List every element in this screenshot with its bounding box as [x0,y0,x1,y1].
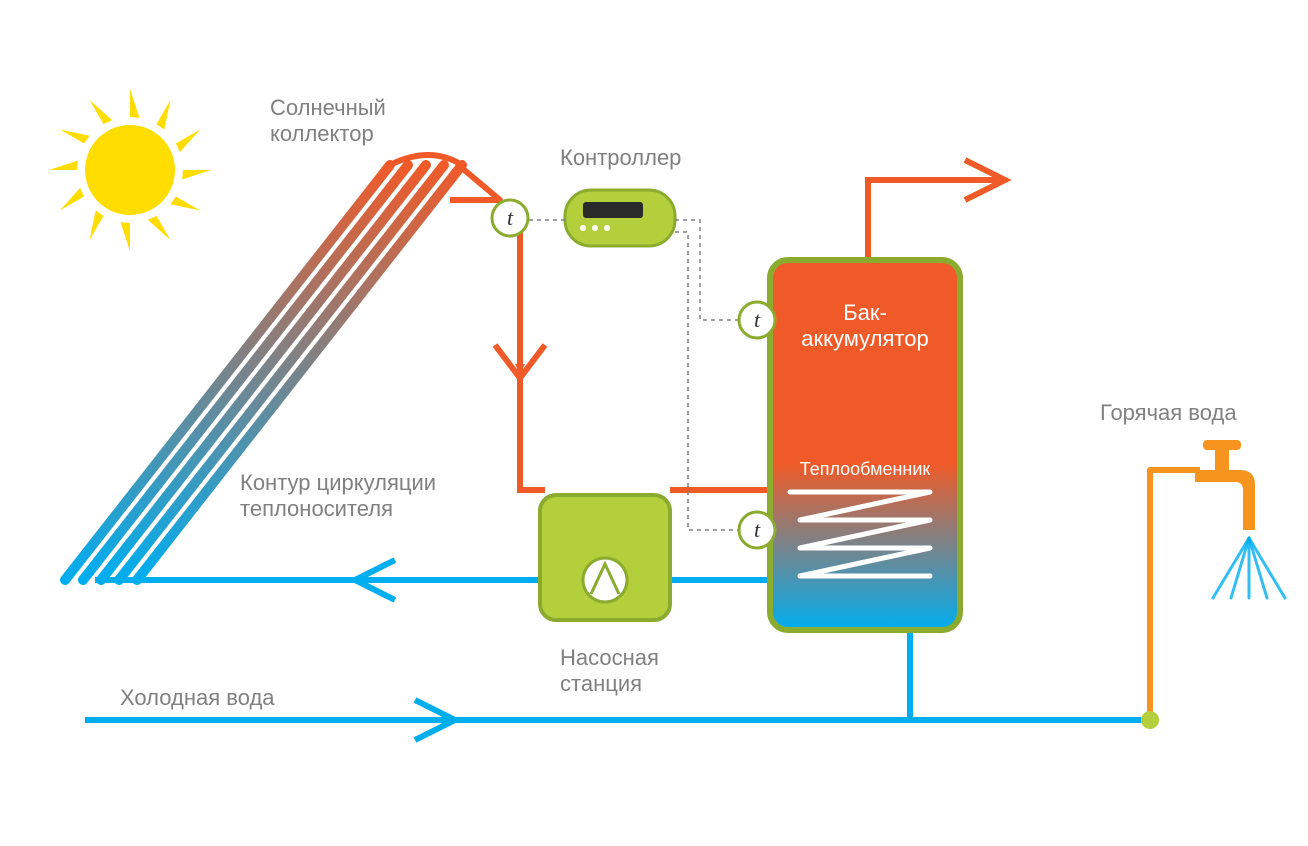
pump-label: Насосная [560,645,659,670]
tank-label-2: аккумулятор [801,326,928,351]
hot-out-label: Горячая вода [1100,400,1237,425]
collector-label: Солнечный [270,95,386,120]
collector-label: коллектор [270,121,374,146]
circuit-label: теплоносителя [240,496,393,521]
temp-sensor: t [739,302,775,338]
hot-to-pump [520,370,545,490]
tap-icon [1195,440,1285,598]
sensor-wire-2 [675,232,742,530]
circuit-label: Контур циркуляции [240,470,436,495]
tank-label: Бак- [843,300,887,325]
sun-icon [49,89,211,251]
storage-tank: Бак-аккумулятор Теплообменник [770,260,960,630]
temp-sensor: t [492,200,528,236]
temp-sensor: t [739,512,775,548]
cold-in-label: Холодная вода [120,685,275,710]
pump-station [540,495,670,620]
svg-text:t: t [507,205,514,230]
tap-pipe [1150,470,1200,720]
controller [565,190,675,246]
controller-label: Контроллер [560,145,681,170]
svg-text:t: t [754,307,761,332]
junction-dot [1141,711,1159,729]
exchanger-label: Теплообменник [800,459,931,479]
pump-label: станция [560,671,642,696]
sensor-wire [675,220,742,320]
svg-text:t: t [754,517,761,542]
